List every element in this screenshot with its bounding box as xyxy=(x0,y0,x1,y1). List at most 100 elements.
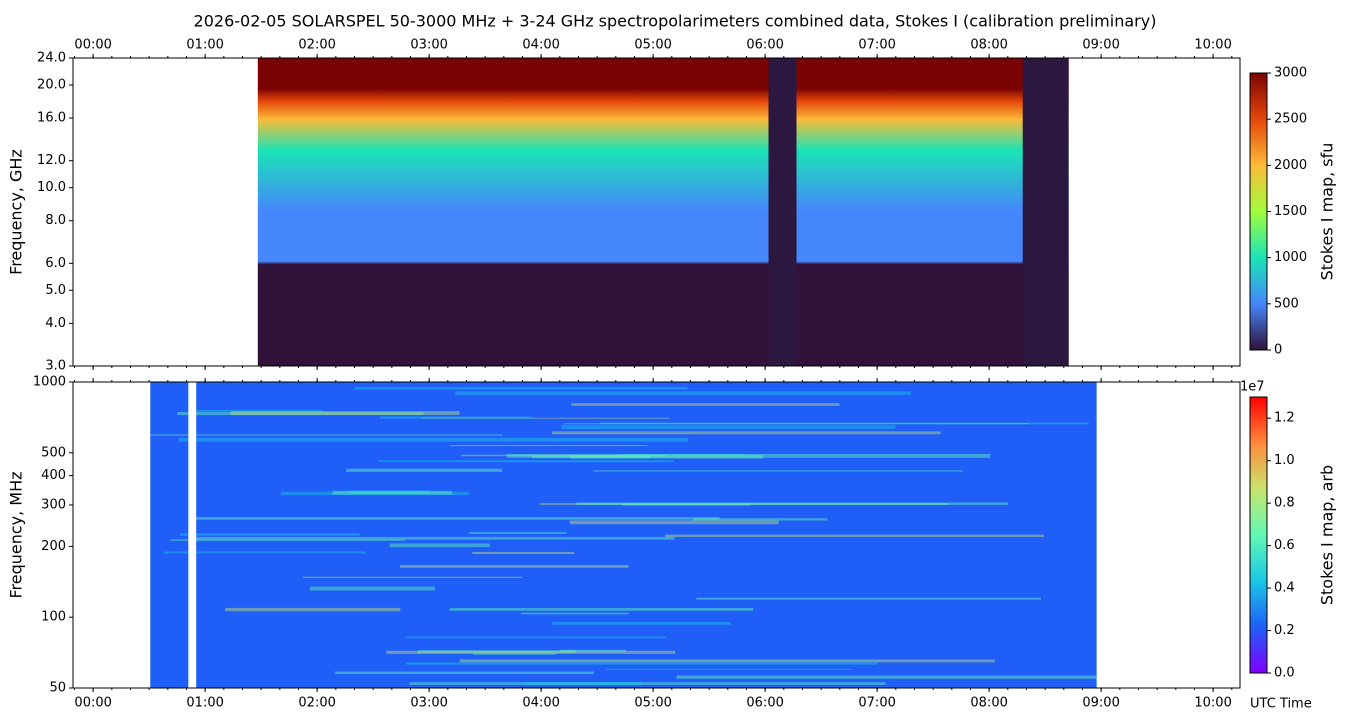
spectrogram-texture xyxy=(378,460,674,463)
spectrogram-texture xyxy=(225,607,401,612)
colorbar xyxy=(1249,396,1268,674)
colorbar-offset-label: 1e7 xyxy=(1240,380,1265,395)
y-tick-label: 10.0 xyxy=(37,180,66,195)
y-tick-label: 6.0 xyxy=(45,256,66,271)
spectrogram-texture xyxy=(309,586,435,591)
x-tick-label: 00:00 xyxy=(74,38,111,53)
low-signal-band xyxy=(1022,58,1069,366)
x-axis-label: UTC Time xyxy=(1250,697,1312,712)
spectrogram-texture xyxy=(194,536,675,540)
spectrogram-texture xyxy=(389,543,490,548)
spectrogram-texture xyxy=(170,539,405,541)
spectrogram-texture xyxy=(570,454,764,459)
y-tick-label: 24.0 xyxy=(37,51,66,66)
x-tick-label: 01:00 xyxy=(186,38,223,53)
x-tick-label: 09:00 xyxy=(1082,38,1119,53)
spectrogram-texture xyxy=(399,565,629,568)
y-axis-label: Frequency, MHz xyxy=(7,471,26,598)
plot-frame xyxy=(72,57,1241,367)
data-gap xyxy=(188,382,197,688)
spectrogram-texture xyxy=(551,431,941,435)
spectrogram-texture xyxy=(189,409,323,412)
colorbar-tick-label: 1500 xyxy=(1274,204,1307,219)
colorbar-tick-label: 1.2 xyxy=(1274,411,1295,426)
low-signal-band xyxy=(768,58,797,366)
spectrogram-texture xyxy=(472,551,575,555)
figure-title: 2026-02-05 SOLARSPEL 50-3000 MHz + 3-24 … xyxy=(194,12,1157,31)
colorbar-tick-label: 2000 xyxy=(1274,158,1307,173)
spectrogram-texture xyxy=(178,437,689,442)
x-tick-label: 02:00 xyxy=(298,696,335,711)
spectrogram-texture xyxy=(621,503,751,506)
y-tick-label: 16.0 xyxy=(37,111,66,126)
spectrogram-texture xyxy=(531,455,651,459)
colorbar-tick-label: 3000 xyxy=(1274,66,1307,81)
spectrogram-texture xyxy=(524,682,642,686)
spectrogram-texture xyxy=(552,622,731,625)
spectrogram-texture xyxy=(354,387,688,390)
plot-frame xyxy=(72,381,1241,689)
x-tick-label: 02:00 xyxy=(298,38,335,53)
spectrogram-texture xyxy=(664,534,1044,538)
x-tick-label: 04:00 xyxy=(522,38,559,53)
spectrogram-texture xyxy=(230,411,460,415)
spectrogram-texture xyxy=(421,417,670,419)
colorbar-label: Stokes I map, sfu xyxy=(1318,143,1337,281)
y-tick-label: 4.0 xyxy=(45,316,66,331)
colorbar xyxy=(1249,72,1268,351)
colorbar-tick-label: 2500 xyxy=(1274,112,1307,127)
spectrogram-texture xyxy=(449,607,754,611)
spectrogram-texture xyxy=(417,650,576,654)
x-tick-label: 05:00 xyxy=(634,696,671,711)
x-tick-label: 06:00 xyxy=(746,696,783,711)
x-tick-label: 09:00 xyxy=(1082,696,1119,711)
x-tick-label: 00:00 xyxy=(74,696,111,711)
spectrogram-texture xyxy=(163,551,366,554)
spectrogram-texture xyxy=(406,636,666,639)
spectrogram-texture xyxy=(386,650,676,654)
colorbar-tick-label: 0.0 xyxy=(1274,666,1295,681)
y-tick-label: 20.0 xyxy=(37,78,66,93)
x-tick-label: 10:00 xyxy=(1194,38,1231,53)
spectrogram-texture xyxy=(150,434,503,436)
spectrogram-texture xyxy=(569,520,779,525)
spectrogram-texture xyxy=(332,490,453,495)
spectrogram-texture xyxy=(346,468,503,472)
y-tick-label: 12.0 xyxy=(37,153,66,168)
x-tick-label: 01:00 xyxy=(186,696,223,711)
spectrogram-texture xyxy=(460,454,667,457)
spectrogram-texture xyxy=(571,403,840,406)
spectrogram-texture xyxy=(563,423,1030,425)
y-tick-label: 5.0 xyxy=(45,283,66,298)
colorbar-tick-label: 0.6 xyxy=(1274,538,1295,553)
colorbar-tick-label: 0.2 xyxy=(1274,623,1295,638)
spectrogram-texture xyxy=(302,576,523,578)
y-tick-label: 50 xyxy=(49,681,66,696)
spectrogram-texture xyxy=(459,659,995,663)
spectrogram-texture xyxy=(281,491,470,496)
colorbar-label: Stokes I map, arb xyxy=(1318,465,1337,605)
spectrogram-texture xyxy=(449,445,648,447)
y-tick-label: 1000 xyxy=(33,375,66,390)
spectrogram-texture xyxy=(593,470,963,472)
x-tick-label: 03:00 xyxy=(410,696,447,711)
spectrogram-texture xyxy=(455,391,911,395)
spectrogram-texture xyxy=(539,503,949,505)
spectrogram-texture xyxy=(405,662,878,665)
y-tick-label: 3.0 xyxy=(45,359,66,374)
spectrogram xyxy=(257,58,1069,366)
x-tick-label: 05:00 xyxy=(634,38,671,53)
colorbar-tick-label: 0 xyxy=(1274,343,1282,358)
y-axis-label: Frequency, GHz xyxy=(7,149,26,275)
spectrogram-texture xyxy=(473,653,556,655)
x-tick-label: 07:00 xyxy=(858,696,895,711)
spectrogram-texture xyxy=(621,453,747,456)
spectrogram-texture xyxy=(692,518,828,521)
y-tick-label: 300 xyxy=(41,497,66,512)
spectrogram-texture xyxy=(561,425,896,430)
spectrogram-texture xyxy=(606,668,853,671)
x-tick-label: 08:00 xyxy=(970,696,1007,711)
colorbar-tick-label: 0.4 xyxy=(1274,581,1295,596)
x-tick-label: 08:00 xyxy=(970,38,1007,53)
